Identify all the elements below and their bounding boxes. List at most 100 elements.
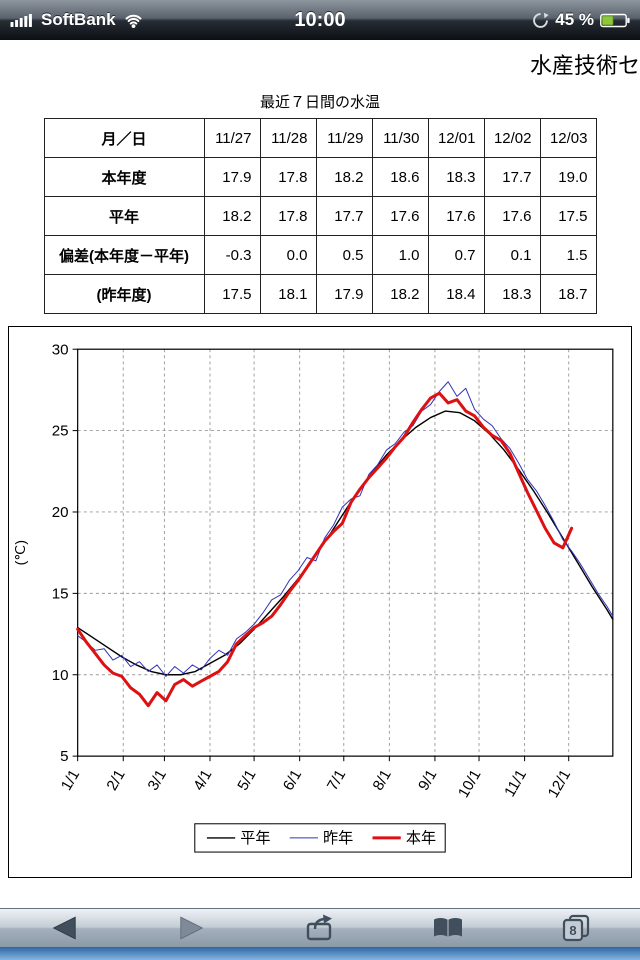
value-cell: 1.0 — [371, 235, 429, 275]
bookmarks-button[interactable] — [418, 911, 478, 945]
legend-label: 本年 — [406, 830, 436, 847]
x-tick-label: 7/1 — [324, 767, 349, 794]
value-cell: 18.4 — [427, 274, 485, 314]
rotation-lock-icon — [533, 12, 549, 28]
series-line-昨年 — [77, 381, 614, 677]
date-cell: 12/02 — [483, 118, 541, 158]
water-temp-table-body: 月／日 11/27 11/28 11/29 11/30 12/01 12/02 12/03 本年… — [43, 118, 597, 314]
x-tick-label: 8/1 — [370, 767, 395, 794]
pages-icon: 8 — [562, 914, 590, 942]
plot-border — [77, 348, 614, 757]
value-cell: 18.2 — [371, 274, 429, 314]
x-tick-label: 9/1 — [415, 767, 440, 794]
date-cell: 11/28 — [259, 118, 317, 158]
back-button[interactable] — [34, 911, 94, 945]
battery-icon — [600, 13, 630, 27]
signal-strength-icon — [10, 14, 32, 27]
temperature-chart: 5 10 15 20 25 30 1/1 2/1 3/1 4/1 5/1 6/1 7/1 8/1 9/1 10… — [8, 326, 632, 879]
row-label: 偏差(本年度－平年) — [43, 235, 205, 275]
x-tick-label: 4/1 — [190, 767, 215, 794]
series-line-本年 — [76, 391, 574, 708]
value-cell: 17.7 — [483, 157, 541, 197]
value-cell: -0.3 — [203, 235, 261, 275]
chart-svg: 5 10 15 20 25 30 1/1 2/1 3/1 4/1 5/1 6/1 7/1 8/1 9/1 10… — [12, 341, 614, 853]
y-tick-label: 25 — [52, 423, 69, 440]
value-cell: 17.6 — [427, 196, 485, 236]
back-arrow-icon — [52, 916, 76, 940]
water-temp-table: 月／日 11/27 11/28 11/29 11/30 12/01 12/02 12/03 本年… — [43, 118, 597, 314]
x-tick-label: 1/1 — [58, 767, 83, 794]
status-bar-right: 45 % — [532, 10, 630, 30]
legend-label: 昨年 — [323, 830, 353, 847]
value-cell: 17.6 — [371, 196, 429, 236]
date-cell: 11/27 — [203, 118, 261, 158]
date-cell: 12/03 — [539, 118, 597, 158]
x-tick-label: 3/1 — [145, 767, 170, 794]
y-tick-label: 5 — [60, 748, 68, 765]
value-cell: 0.0 — [259, 235, 317, 275]
forward-button[interactable] — [162, 911, 222, 945]
x-tick-label: 2/1 — [103, 767, 128, 794]
browser-viewport: 水産技術セ 最近７日間の水温 月／日 11/27 11/28 11/29 11/30 12… — [0, 40, 640, 908]
y-tick-label: 15 — [52, 585, 69, 602]
value-cell: 0.7 — [427, 235, 485, 275]
value-cell: 17.6 — [483, 196, 541, 236]
share-button[interactable] — [290, 911, 350, 945]
legend-label: 平年 — [240, 830, 270, 847]
bottom-strip — [0, 947, 640, 960]
status-bar: SoftBank 10:00 45 % — [0, 0, 640, 40]
value-cell: 17.9 — [203, 157, 261, 197]
value-cell: 18.2 — [203, 196, 261, 236]
table-row: 偏差(本年度－平年) -0.3 0.0 0.5 1.0 0.7 0.1 1.5 — [43, 235, 597, 275]
date-cell: 11/29 — [315, 118, 373, 158]
wifi-icon — [125, 14, 142, 28]
pages-count-badge: 8 — [569, 923, 576, 938]
pages-button[interactable]: 8 — [546, 911, 606, 945]
value-cell: 0.5 — [315, 235, 373, 275]
value-cell: 0.1 — [483, 235, 541, 275]
x-tick-label: 10/1 — [455, 767, 484, 801]
x-tick-label: 11/1 — [501, 767, 530, 800]
status-bar-left: SoftBank — [10, 10, 145, 30]
share-icon — [306, 914, 332, 941]
table-row: 月／日 11/27 11/28 11/29 11/30 12/01 12/02 12/03 — [43, 118, 597, 158]
date-cell: 11/30 — [371, 118, 429, 158]
row-label: 平年 — [43, 196, 205, 236]
x-tick-label: 5/1 — [234, 767, 259, 794]
y-tick-label: 30 — [52, 341, 69, 358]
value-cell: 19.0 — [539, 157, 597, 197]
x-tick-label: 12/1 — [545, 767, 574, 801]
table-row: 平年 18.2 17.8 17.7 17.6 17.6 17.6 17.5 — [43, 196, 597, 236]
y-tick-label: 20 — [52, 504, 69, 521]
table-row: 本年度 17.9 17.8 18.2 18.6 18.3 17.7 19.0 — [43, 157, 597, 197]
value-cell: 18.3 — [483, 274, 541, 314]
value-cell: 18.7 — [539, 274, 597, 314]
value-cell: 17.8 — [259, 157, 317, 197]
value-cell: 18.3 — [427, 157, 485, 197]
x-tick-label: 6/1 — [280, 767, 305, 794]
legend-box — [194, 823, 446, 853]
y-axis-label: (℃) — [12, 540, 28, 565]
value-cell: 17.8 — [259, 196, 317, 236]
value-cell: 17.9 — [315, 274, 373, 314]
value-cell: 17.5 — [539, 196, 597, 236]
date-cell: 12/01 — [427, 118, 485, 158]
row-label: 月／日 — [43, 118, 205, 158]
battery-percent: 45 % — [555, 10, 594, 29]
carrier-label: SoftBank — [41, 10, 116, 29]
row-label: (昨年度) — [43, 274, 205, 314]
value-cell: 18.6 — [371, 157, 429, 197]
row-label: 本年度 — [43, 157, 205, 197]
table-row: (昨年度) 17.5 18.1 17.9 18.2 18.4 18.3 18.7 — [43, 274, 597, 314]
value-cell: 1.5 — [539, 235, 597, 275]
value-cell: 18.1 — [259, 274, 317, 314]
table-caption: 最近７日間の水温 — [259, 94, 380, 111]
value-cell: 17.7 — [315, 196, 373, 236]
open-book-icon — [434, 918, 462, 937]
page-title: 水産技術セ — [529, 53, 640, 78]
safari-toolbar: 8 — [0, 908, 640, 947]
series-line-平年 — [76, 410, 614, 676]
forward-arrow-icon — [180, 916, 204, 940]
y-tick-label: 10 — [52, 667, 69, 684]
value-cell: 17.5 — [203, 274, 261, 314]
